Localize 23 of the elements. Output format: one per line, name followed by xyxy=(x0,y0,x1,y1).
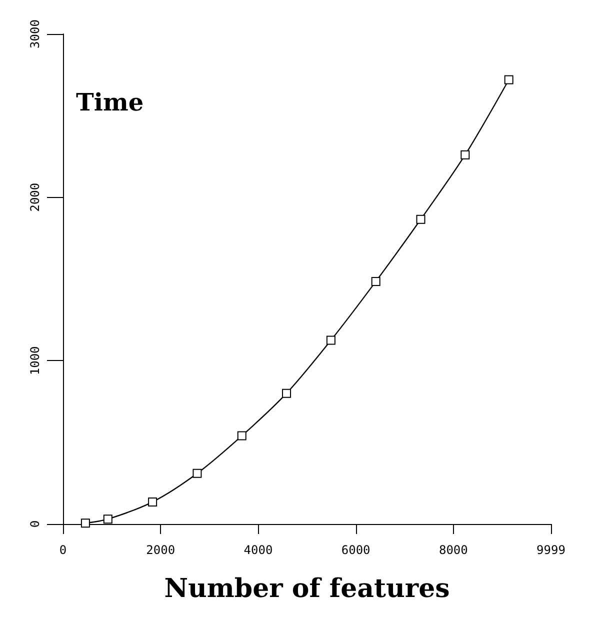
y-axis-title: Time xyxy=(76,88,144,116)
point xyxy=(371,276,380,286)
point xyxy=(192,468,202,478)
x-axis-title: Number of features xyxy=(164,574,450,604)
x-tick-label: 8000 xyxy=(438,543,468,557)
y-tick-label: 1000 xyxy=(28,346,42,376)
point xyxy=(460,150,470,160)
y-tick-label: 2000 xyxy=(28,182,42,212)
x-tick-label: 2000 xyxy=(146,543,176,557)
point xyxy=(326,336,336,345)
point xyxy=(504,75,514,84)
x-tick-label: 4000 xyxy=(244,543,273,557)
y-tick-label: 3000 xyxy=(28,20,42,48)
x-tick-label: 0 xyxy=(59,543,67,557)
x-tick-label: 9999 xyxy=(536,543,566,557)
point xyxy=(148,497,158,506)
y-tick-label: 0 xyxy=(28,520,42,528)
point xyxy=(103,514,112,524)
x-tick-label: 6000 xyxy=(341,543,370,557)
point xyxy=(80,518,90,528)
point xyxy=(416,214,426,224)
point xyxy=(282,388,292,398)
point xyxy=(237,431,246,440)
